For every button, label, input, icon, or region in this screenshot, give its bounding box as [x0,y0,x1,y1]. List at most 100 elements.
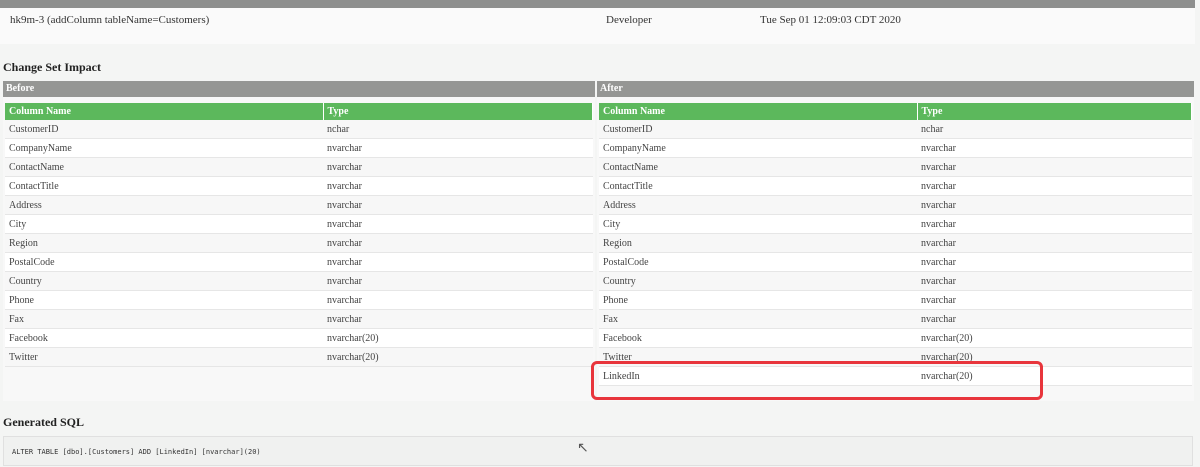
table-row: Facebook nvarchar(20) [5,328,593,348]
cursor-icon: ↖ [577,441,589,456]
column-type: nvarchar [917,233,1192,253]
column-type: nvarchar [323,271,593,291]
before-label: Before [3,81,595,97]
column-type: nvarchar(20) [917,328,1192,348]
column-type: nchar [323,120,593,139]
table-row: CustomerID nchar [599,120,1192,139]
column-type: nvarchar(20) [323,328,593,348]
column-name: Address [5,195,323,215]
highlight-box [591,361,1043,400]
table-row: ContactTitle nvarchar [5,176,593,196]
column-name: PostalCode [5,252,323,272]
column-type: nvarchar [323,195,593,215]
column-type: nchar [917,120,1192,139]
column-name: Fax [599,309,917,329]
column-type: nvarchar(20) [917,366,1192,386]
before-table: Column Name Type CustomerID nchar CompanyNam… [5,103,593,367]
column-name: Facebook [5,328,323,348]
column-name: ContactName [5,157,323,177]
column-type: nvarchar [323,176,593,196]
table-row: CompanyName nvarchar [599,138,1192,158]
column-type: nvarchar [917,195,1192,215]
column-type: nvarchar [323,233,593,253]
column-name: PostalCode [599,252,917,272]
column-name-header: Column Name [5,103,324,120]
column-type: nvarchar [323,214,593,234]
table-header-row: Column Name Type [5,103,593,120]
column-name: CustomerID [599,120,917,139]
column-type: nvarchar [917,138,1192,158]
table-row: ContactName nvarchar [599,157,1192,177]
changeset-author: Developer [606,14,652,26]
changeset-id: hk9m-3 (addColumn tableName=Customers) [10,14,210,26]
table-row: Region nvarchar [599,233,1192,253]
after-label: After [597,81,1194,97]
column-name: Country [5,271,323,291]
table-row: Fax nvarchar [599,309,1192,329]
table-header-row: Column Name Type [599,103,1192,120]
table-row: Phone nvarchar [599,290,1192,310]
column-type: nvarchar [917,271,1192,291]
type-header: Type [917,103,1192,120]
changeset-date: Tue Sep 01 12:09:03 CDT 2020 [760,14,901,26]
impact-title: Change Set Impact [3,60,101,74]
column-type: nvarchar [323,157,593,177]
column-name: CustomerID [5,120,323,139]
column-name-header: Column Name [599,103,918,120]
table-row: PostalCode nvarchar [5,252,593,272]
after-panel: Column Name Type CustomerID nchar CompanyNam… [597,97,1194,401]
table-row: Region nvarchar [5,233,593,253]
column-name: Region [599,233,917,253]
column-name: Fax [5,309,323,329]
table-row: Fax nvarchar [5,309,593,329]
column-type: nvarchar(20) [323,347,593,367]
column-name: ContactName [599,157,917,177]
table-row: CompanyName nvarchar [5,138,593,158]
column-name: CompanyName [599,138,917,158]
table-row: LinkedIn nvarchar(20) [599,366,1192,386]
table-row: CustomerID nchar [5,120,593,139]
column-type: nvarchar [917,157,1192,177]
column-name: ContactTitle [599,176,917,196]
sql-statement: ALTER TABLE [dbo].[Customers] ADD [Linke… [3,436,1193,466]
column-name: Country [599,271,917,291]
table-row: Country nvarchar [599,271,1192,291]
table-row: Country nvarchar [5,271,593,291]
table-row: PostalCode nvarchar [599,252,1192,272]
table-row: City nvarchar [5,214,593,234]
column-type: nvarchar [917,176,1192,196]
column-type: nvarchar [917,309,1192,329]
table-row: Phone nvarchar [5,290,593,310]
table-row: ContactTitle nvarchar [599,176,1192,196]
column-name: Address [599,195,917,215]
column-name: Facebook [599,328,917,348]
column-name: ContactTitle [5,176,323,196]
column-type: nvarchar [323,252,593,272]
table-row: ContactName nvarchar [5,157,593,177]
table-row: Address nvarchar [5,195,593,215]
table-row: City nvarchar [599,214,1192,234]
changeset-row: hk9m-3 (addColumn tableName=Customers) D… [0,8,1195,44]
column-name: Twitter [5,347,323,367]
column-type: nvarchar [323,290,593,310]
column-name: LinkedIn [599,366,917,386]
before-panel: Column Name Type CustomerID nchar CompanyNam… [3,97,595,401]
after-table: Column Name Type CustomerID nchar CompanyNam… [599,103,1192,386]
table-row: Twitter nvarchar(20) [5,347,593,367]
column-name: Phone [599,290,917,310]
changeset-table-header [0,0,1195,8]
type-header: Type [323,103,593,120]
column-type: nvarchar [917,252,1192,272]
column-name: Phone [5,290,323,310]
column-name: Region [5,233,323,253]
table-row: Address nvarchar [599,195,1192,215]
column-type: nvarchar [917,290,1192,310]
table-row: Facebook nvarchar(20) [599,328,1192,348]
column-name: City [5,214,323,234]
column-type: nvarchar [917,214,1192,234]
column-name: CompanyName [5,138,323,158]
sql-title: Generated SQL [3,415,84,429]
column-name: City [599,214,917,234]
column-type: nvarchar [323,309,593,329]
column-type: nvarchar [323,138,593,158]
